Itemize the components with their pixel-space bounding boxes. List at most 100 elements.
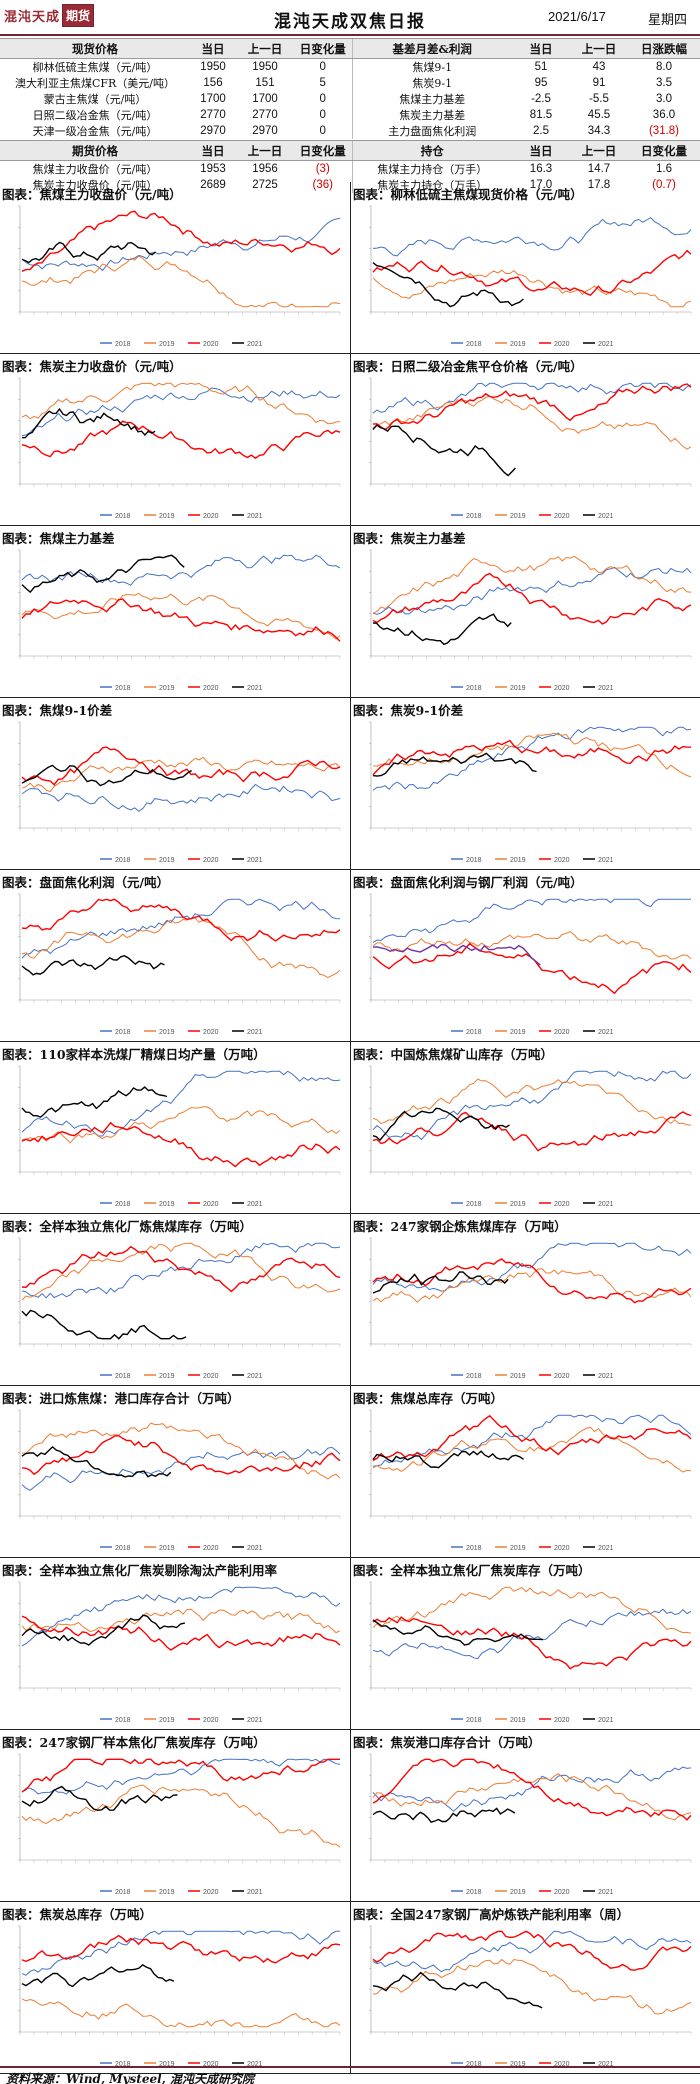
series-line-2018 <box>21 217 341 272</box>
spot-table-cell: 2970 <box>200 125 226 137</box>
legend-label: 2018 <box>115 513 131 520</box>
chart-axis <box>19 378 340 485</box>
futures-table-cell: (36) <box>312 179 333 191</box>
legend-label: 2018 <box>115 1029 131 1036</box>
chart-title: 图表：焦煤主力基差 <box>2 531 115 546</box>
legend-label: 2020 <box>203 1889 219 1896</box>
legend-label: 2018 <box>115 1889 131 1896</box>
futures-table-header-cell: 当日 <box>190 140 236 161</box>
series-line-2018 <box>21 1930 340 1976</box>
futures-table-header-cell: 日变化量 <box>294 140 352 161</box>
series-line-2021 <box>21 1785 178 1812</box>
chart-axis <box>370 722 691 829</box>
line-chart: 2018 2019 2020 2021 <box>18 1065 341 1208</box>
chart-title: 图表：110家样本洗煤厂精煤日均产量（万吨） <box>2 1047 266 1062</box>
legend-label: 2019 <box>159 1029 175 1036</box>
futures-table-header-cell: 日变化量 <box>628 140 700 161</box>
futures-table-header-cell: 期货价格 <box>0 140 190 161</box>
chart-axis <box>19 894 340 1001</box>
spot-table-cell: 焦炭主力基差 <box>351 107 512 123</box>
report-title: 混沌天成双焦日报 <box>274 12 426 32</box>
spot-table-cell: 45.5 <box>587 109 611 121</box>
series-line-2018 <box>372 566 692 615</box>
legend-label: 2018 <box>466 2061 482 2068</box>
legend-label: 2019 <box>510 1373 526 1380</box>
chart-title: 图表：进口炼焦煤：港口库存合计（万吨） <box>2 1391 240 1406</box>
line-chart: 2018 2019 2020 2021 <box>369 549 692 692</box>
chart-legend: 2018 2019 2020 2021 <box>451 685 614 692</box>
legend-label: 2019 <box>510 1889 526 1896</box>
spot-price-table: 现货价格 当日 上一日 日变化量 基差月差&利润 当日 上一日 日涨跌幅 柳林低硫主焦煤（元/吨… <box>0 38 700 139</box>
legend-label: 2020 <box>554 685 570 692</box>
chart-title: 图表：焦炭9-1价差 <box>353 703 464 718</box>
series-line-2018 <box>372 898 691 943</box>
chart-title: 图表：焦煤9-1价差 <box>2 703 113 718</box>
series-line-2020 <box>21 1934 341 1964</box>
spot-table-cell: 1950 <box>200 61 226 73</box>
chart-legend: 2018 2019 2020 2021 <box>100 857 263 864</box>
line-chart: 2018 2019 2020 2021 <box>369 1581 692 1724</box>
legend-label: 2021 <box>598 1889 614 1896</box>
source-note: 资料来源：Wind, Mysteel, 混沌天成研究院 <box>6 2072 255 2084</box>
spot-table-cell: (31.8) <box>648 125 680 137</box>
legend-label: 2021 <box>598 2061 614 2068</box>
legend-label: 2021 <box>598 685 614 692</box>
spot-table-cell: 日照二级冶金焦（元/吨） <box>32 109 158 122</box>
chart-panel: 图表：盘面焦化利润与钢厂利润（元/吨） 2018 2019 2020 2021 <box>350 870 700 1042</box>
spot-table-cell: 5 <box>319 77 326 89</box>
legend-label: 2018 <box>466 1373 482 1380</box>
chart-title: 图表：柳林低硫主焦煤现货价格（元/吨） <box>353 187 583 202</box>
chart-panel: 图表：110家样本洗煤厂精煤日均产量（万吨） 2018 2019 2020 2021 <box>0 1042 350 1214</box>
legend-label: 2020 <box>203 685 219 692</box>
legend-label: 2021 <box>247 685 263 692</box>
series-line-2018 <box>372 216 692 257</box>
chart-axis <box>19 550 340 657</box>
spot-table-cell: 51 <box>534 61 548 73</box>
series-line-2018 <box>372 1930 692 1973</box>
series-line-2021 <box>372 1971 543 2009</box>
spot-table-row: 日照二级冶金焦（元/吨） 2770 2770 0 焦炭主力基差 81.5 45.5 36.0 <box>0 107 700 123</box>
spot-table-cell: 3.0 <box>656 93 672 105</box>
futures-table-cell: 焦炭主力持仓（万手） <box>351 177 512 193</box>
futures-table-cell: 1956 <box>252 163 278 175</box>
legend-label: 2018 <box>115 341 131 348</box>
series-line-2019 <box>372 1426 692 1473</box>
chart-title: 图表：焦煤主力收盘价（元/吨） <box>2 187 182 202</box>
chart-legend: 2018 2019 2020 2021 <box>451 1373 614 1380</box>
legend-label: 2020 <box>554 1717 570 1724</box>
series-line-2019 <box>372 1586 692 1634</box>
spot-table-cell: 2770 <box>252 109 278 121</box>
legend-label: 2021 <box>247 1201 263 1208</box>
series-line-2021 <box>21 1614 186 1646</box>
line-chart: 2018 2019 2020 2021 <box>369 1237 692 1380</box>
futures-table-cell: 焦煤主力收盘价（元/吨） <box>32 163 158 176</box>
legend-label: 2019 <box>510 1717 526 1724</box>
chart-legend: 2018 2019 2020 2021 <box>451 1889 614 1896</box>
line-chart: 2018 2019 2020 2021 <box>369 893 692 1036</box>
line-chart: 2018 2019 2020 2021 <box>369 1409 692 1552</box>
chart-panel: 图表：焦炭港口库存合计（万吨） 2018 2019 2020 2021 <box>350 1730 700 1902</box>
legend-label: 2019 <box>159 685 175 692</box>
chart-legend: 2018 2019 2020 2021 <box>451 341 614 348</box>
legend-label: 2019 <box>510 341 526 348</box>
spot-table-cell: 0 <box>319 61 326 73</box>
series-line-2018 <box>21 1070 341 1137</box>
futures-table-header-cell: 上一日 <box>236 140 294 161</box>
series-line-2020 <box>21 746 341 786</box>
chart-panel: 图表：中国炼焦煤矿山库存（万吨） 2018 2019 2020 2021 <box>350 1042 700 1214</box>
spot-table-header-cell: 当日 <box>190 38 236 59</box>
chart-legend: 2018 2019 2020 2021 <box>100 1201 263 1208</box>
legend-label: 2018 <box>466 685 482 692</box>
series-line-2018 <box>21 1242 341 1299</box>
series-line-2019 <box>372 1773 692 1821</box>
chart-legend: 2018 2019 2020 2021 <box>100 341 263 348</box>
chart-axis <box>19 206 340 313</box>
line-chart: 2018 2019 2020 2021 <box>369 721 692 864</box>
futures-table-header-cell: 上一日 <box>570 140 628 161</box>
chart-legend: 2018 2019 2020 2021 <box>100 513 263 520</box>
line-chart: 2018 2019 2020 2021 <box>18 1409 341 1552</box>
series-line-2019 <box>372 395 692 450</box>
chart-axis <box>370 1582 691 1689</box>
legend-label: 2020 <box>554 341 570 348</box>
chart-legend: 2018 2019 2020 2021 <box>100 2061 263 2068</box>
